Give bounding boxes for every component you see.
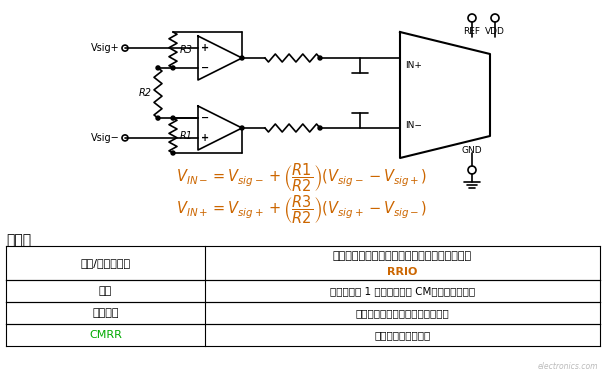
- Circle shape: [156, 116, 160, 120]
- Text: RRIO: RRIO: [387, 267, 418, 277]
- Text: REF: REF: [464, 27, 481, 36]
- Text: −: −: [201, 63, 209, 73]
- Circle shape: [171, 66, 175, 70]
- Text: CMRR: CMRR: [89, 330, 122, 340]
- Text: R2: R2: [139, 88, 151, 98]
- Text: +: +: [201, 43, 209, 53]
- Text: 对于依赖增益的单电源工作模式，可能需要提供: 对于依赖增益的单电源工作模式，可能需要提供: [333, 251, 472, 261]
- Text: IN−: IN−: [405, 120, 422, 129]
- Text: 裕量/单电源供电: 裕量/单电源供电: [80, 258, 131, 268]
- Text: 受放大器输入漏电流限制的高阻抗: 受放大器输入漏电流限制的高阻抗: [356, 308, 449, 318]
- Circle shape: [171, 116, 175, 120]
- Text: Vsig+: Vsig+: [92, 43, 120, 53]
- Text: 增益: 增益: [99, 286, 112, 296]
- Circle shape: [156, 66, 160, 70]
- Text: 仅允许大于 1 的增益；固定 CM，无电平转换。: 仅允许大于 1 的增益；固定 CM，无电平转换。: [330, 286, 475, 296]
- Text: 输入阻抗: 输入阻抗: [92, 308, 119, 318]
- Circle shape: [240, 126, 244, 130]
- Circle shape: [171, 151, 175, 155]
- Text: electronics.com: electronics.com: [537, 362, 598, 371]
- Text: $V_{IN-} = V_{sig-} + \left(\dfrac{R1}{R2}\right)\left(V_{sig-} - V_{sig+}\right: $V_{IN-} = V_{sig-} + \left(\dfrac{R1}{R…: [177, 162, 428, 194]
- Circle shape: [318, 56, 322, 60]
- Text: $V_{IN+} = V_{sig+} + \left(\dfrac{R3}{R2}\right)\left(V_{sig+} - V_{sig-}\right: $V_{IN+} = V_{sig+} + \left(\dfrac{R3}{R…: [177, 194, 428, 226]
- Text: R1: R1: [180, 131, 192, 141]
- Text: −: −: [201, 113, 209, 123]
- Text: R3: R3: [180, 45, 192, 55]
- Text: GND: GND: [462, 146, 482, 155]
- Text: 利与弊: 利与弊: [6, 233, 31, 247]
- Circle shape: [318, 126, 322, 130]
- Text: VDD: VDD: [485, 27, 505, 36]
- Text: Vsig−: Vsig−: [91, 133, 120, 143]
- Text: 共模抑制性能欠佳。: 共模抑制性能欠佳。: [374, 330, 431, 340]
- Text: +: +: [201, 133, 209, 143]
- Circle shape: [240, 56, 244, 60]
- Text: IN+: IN+: [405, 61, 422, 70]
